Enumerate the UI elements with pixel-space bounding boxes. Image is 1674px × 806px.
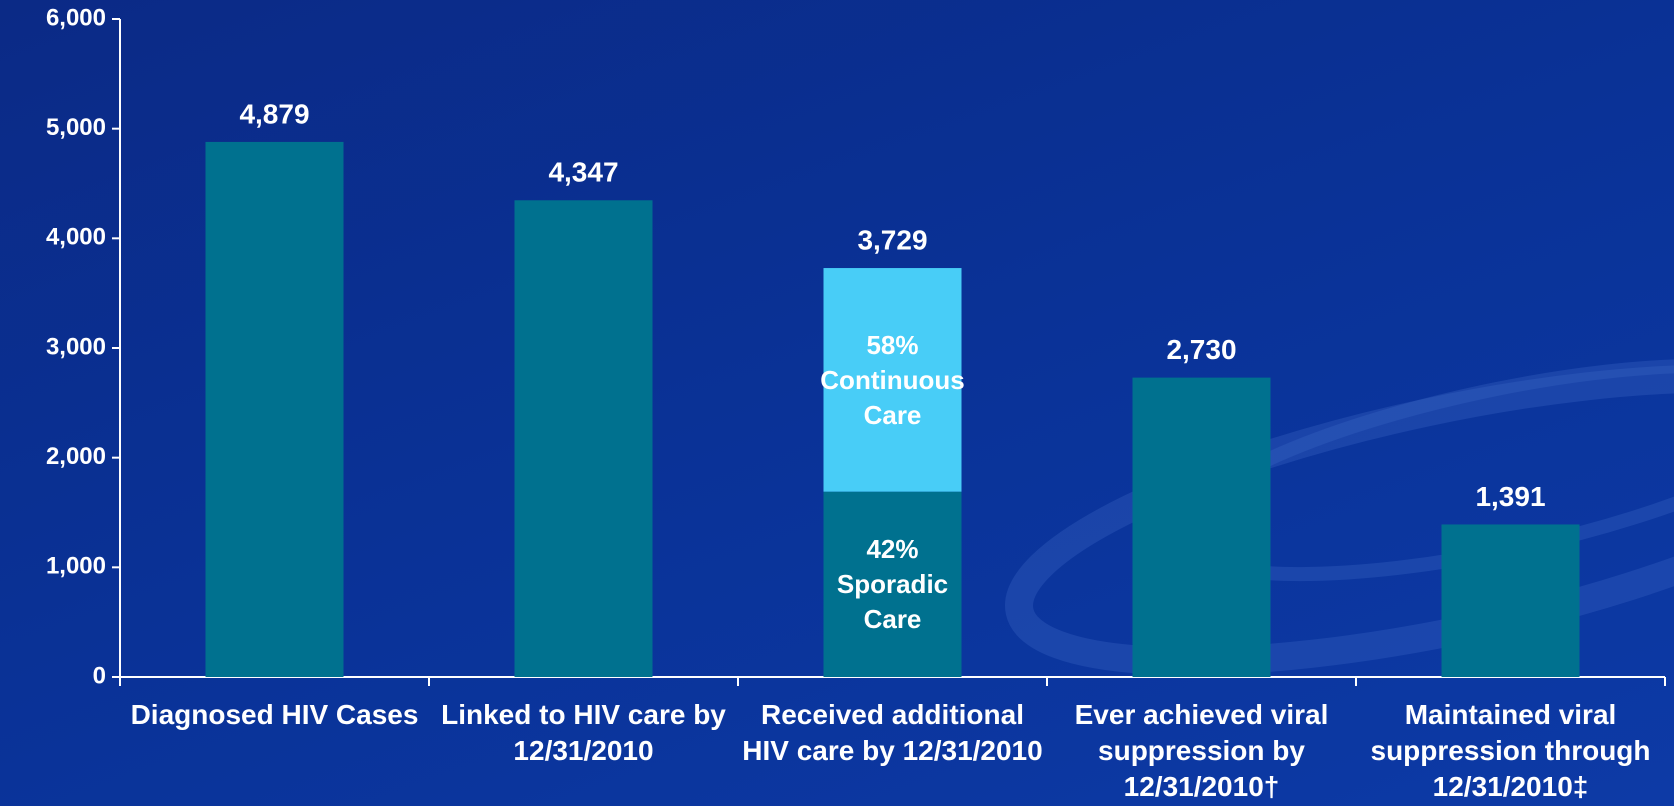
bar [205,141,344,677]
y-tick-label: 4,000 [46,224,106,251]
value-label: 4,879 [239,98,309,129]
x-tick-label: Received additional HIV care by 12/31/20… [742,699,1043,766]
bar [1132,377,1271,677]
x-tick-label: Ever achieved viral suppression by 12/31… [1074,699,1329,802]
bar-segment [823,268,962,492]
y-tick-label: 2,000 [46,443,106,470]
segment-share: 58% [866,329,919,360]
y-tick-label: 6,000 [46,4,106,31]
y-tick-label: 0 [93,662,106,689]
y-tick-label: 3,000 [46,333,106,360]
segment-name: Sporadic Care [836,569,949,635]
value-label: 1,391 [1475,481,1545,512]
x-tick-label: Maintained viral suppression through 12/… [1370,699,1651,802]
y-tick-label: 5,000 [46,114,106,141]
value-label: 2,730 [1166,334,1236,365]
bar-segment [823,491,962,677]
bar [514,200,653,678]
y-tick-label: 1,000 [46,553,106,580]
segment-share: 42% [866,534,919,565]
value-label: 3,729 [857,224,927,255]
x-tick-label: Linked to HIV care by 12/31/2010 [441,699,726,766]
segment-name: Continuous Care [820,364,965,430]
bar [1441,524,1580,677]
value-label: 4,347 [548,157,618,188]
x-tick-label: Diagnosed HIV Cases [130,699,419,730]
